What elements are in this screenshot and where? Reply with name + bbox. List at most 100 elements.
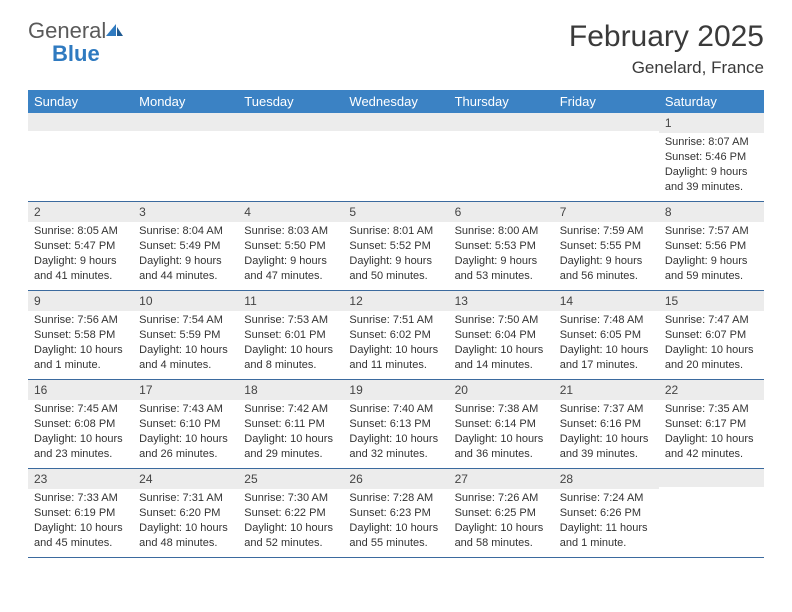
dow-friday: Friday (554, 90, 659, 113)
day-body: Sunrise: 7:57 AMSunset: 5:56 PMDaylight:… (659, 222, 764, 289)
sunset-text: Sunset: 5:52 PM (349, 239, 442, 254)
day-body: Sunrise: 7:59 AMSunset: 5:55 PMDaylight:… (554, 222, 659, 289)
sunrise-text: Sunrise: 8:03 AM (244, 224, 337, 239)
sunset-text: Sunset: 6:10 PM (139, 417, 232, 432)
sunset-text: Sunset: 6:26 PM (560, 506, 653, 521)
sunrise-text: Sunrise: 7:57 AM (665, 224, 758, 239)
day-number: 11 (238, 291, 343, 311)
day-cell: 17Sunrise: 7:43 AMSunset: 6:10 PMDayligh… (133, 380, 238, 468)
sunrise-text: Sunrise: 7:54 AM (139, 313, 232, 328)
day-number: 26 (343, 469, 448, 489)
day-number: 6 (449, 202, 554, 222)
day-number: 22 (659, 380, 764, 400)
day-number: 14 (554, 291, 659, 311)
day-cell: 22Sunrise: 7:35 AMSunset: 6:17 PMDayligh… (659, 380, 764, 468)
sunset-text: Sunset: 6:05 PM (560, 328, 653, 343)
day-body: Sunrise: 7:30 AMSunset: 6:22 PMDaylight:… (238, 489, 343, 556)
day-body: Sunrise: 7:51 AMSunset: 6:02 PMDaylight:… (343, 311, 448, 378)
day-cell: 10Sunrise: 7:54 AMSunset: 5:59 PMDayligh… (133, 291, 238, 379)
day-body: Sunrise: 7:31 AMSunset: 6:20 PMDaylight:… (133, 489, 238, 556)
day-number: 1 (659, 113, 764, 133)
sunrise-text: Sunrise: 7:30 AM (244, 491, 337, 506)
day-cell: 28Sunrise: 7:24 AMSunset: 6:26 PMDayligh… (554, 469, 659, 557)
daylight-text: Daylight: 9 hours and 47 minutes. (244, 254, 337, 284)
day-cell: 25Sunrise: 7:30 AMSunset: 6:22 PMDayligh… (238, 469, 343, 557)
daylight-text: Daylight: 10 hours and 1 minute. (34, 343, 127, 373)
week-row: 1Sunrise: 8:07 AMSunset: 5:46 PMDaylight… (28, 113, 764, 202)
day-number: 16 (28, 380, 133, 400)
sunrise-text: Sunrise: 7:47 AM (665, 313, 758, 328)
day-number: 28 (554, 469, 659, 489)
sunrise-text: Sunrise: 7:40 AM (349, 402, 442, 417)
sunset-text: Sunset: 6:20 PM (139, 506, 232, 521)
sunset-text: Sunset: 5:59 PM (139, 328, 232, 343)
day-body: Sunrise: 7:40 AMSunset: 6:13 PMDaylight:… (343, 400, 448, 467)
day-cell: 9Sunrise: 7:56 AMSunset: 5:58 PMDaylight… (28, 291, 133, 379)
sunset-text: Sunset: 6:01 PM (244, 328, 337, 343)
day-body: Sunrise: 7:42 AMSunset: 6:11 PMDaylight:… (238, 400, 343, 467)
daylight-text: Daylight: 9 hours and 56 minutes. (560, 254, 653, 284)
daylight-text: Daylight: 9 hours and 59 minutes. (665, 254, 758, 284)
day-cell: 23Sunrise: 7:33 AMSunset: 6:19 PMDayligh… (28, 469, 133, 557)
sunset-text: Sunset: 6:17 PM (665, 417, 758, 432)
day-number: 2 (28, 202, 133, 222)
day-body: Sunrise: 7:56 AMSunset: 5:58 PMDaylight:… (28, 311, 133, 378)
day-cell: 12Sunrise: 7:51 AMSunset: 6:02 PMDayligh… (343, 291, 448, 379)
sunrise-text: Sunrise: 7:33 AM (34, 491, 127, 506)
day-cell: 1Sunrise: 8:07 AMSunset: 5:46 PMDaylight… (659, 113, 764, 201)
sunrise-text: Sunrise: 7:43 AM (139, 402, 232, 417)
daylight-text: Daylight: 10 hours and 11 minutes. (349, 343, 442, 373)
day-number: 25 (238, 469, 343, 489)
week-row: 2Sunrise: 8:05 AMSunset: 5:47 PMDaylight… (28, 202, 764, 291)
day-cell (659, 469, 764, 557)
day-number (28, 113, 133, 131)
day-number: 4 (238, 202, 343, 222)
day-body: Sunrise: 7:50 AMSunset: 6:04 PMDaylight:… (449, 311, 554, 378)
day-body: Sunrise: 7:24 AMSunset: 6:26 PMDaylight:… (554, 489, 659, 556)
sunset-text: Sunset: 6:25 PM (455, 506, 548, 521)
sunset-text: Sunset: 6:02 PM (349, 328, 442, 343)
day-number (449, 113, 554, 131)
daylight-text: Daylight: 10 hours and 39 minutes. (560, 432, 653, 462)
daylight-text: Daylight: 10 hours and 32 minutes. (349, 432, 442, 462)
day-cell (343, 113, 448, 201)
weeks-container: 1Sunrise: 8:07 AMSunset: 5:46 PMDaylight… (28, 113, 764, 558)
day-number: 12 (343, 291, 448, 311)
day-cell (28, 113, 133, 201)
sunset-text: Sunset: 6:22 PM (244, 506, 337, 521)
sunset-text: Sunset: 5:58 PM (34, 328, 127, 343)
day-cell: 26Sunrise: 7:28 AMSunset: 6:23 PMDayligh… (343, 469, 448, 557)
sunrise-text: Sunrise: 7:51 AM (349, 313, 442, 328)
sunrise-text: Sunrise: 7:50 AM (455, 313, 548, 328)
day-body: Sunrise: 7:33 AMSunset: 6:19 PMDaylight:… (28, 489, 133, 556)
day-body: Sunrise: 7:35 AMSunset: 6:17 PMDaylight:… (659, 400, 764, 467)
day-body: Sunrise: 8:07 AMSunset: 5:46 PMDaylight:… (659, 133, 764, 200)
day-cell: 19Sunrise: 7:40 AMSunset: 6:13 PMDayligh… (343, 380, 448, 468)
day-number: 9 (28, 291, 133, 311)
dow-tuesday: Tuesday (238, 90, 343, 113)
day-number (238, 113, 343, 131)
day-cell: 5Sunrise: 8:01 AMSunset: 5:52 PMDaylight… (343, 202, 448, 290)
day-number: 24 (133, 469, 238, 489)
day-body: Sunrise: 7:37 AMSunset: 6:16 PMDaylight:… (554, 400, 659, 467)
day-body: Sunrise: 7:45 AMSunset: 6:08 PMDaylight:… (28, 400, 133, 467)
day-number: 8 (659, 202, 764, 222)
daylight-text: Daylight: 11 hours and 1 minute. (560, 521, 653, 551)
week-row: 9Sunrise: 7:56 AMSunset: 5:58 PMDaylight… (28, 291, 764, 380)
sunrise-text: Sunrise: 8:04 AM (139, 224, 232, 239)
day-cell: 18Sunrise: 7:42 AMSunset: 6:11 PMDayligh… (238, 380, 343, 468)
daylight-text: Daylight: 10 hours and 20 minutes. (665, 343, 758, 373)
sunset-text: Sunset: 6:13 PM (349, 417, 442, 432)
daylight-text: Daylight: 10 hours and 42 minutes. (665, 432, 758, 462)
month-title: February 2025 (569, 20, 764, 54)
daylight-text: Daylight: 10 hours and 4 minutes. (139, 343, 232, 373)
day-number: 20 (449, 380, 554, 400)
daylight-text: Daylight: 10 hours and 26 minutes. (139, 432, 232, 462)
daylight-text: Daylight: 9 hours and 50 minutes. (349, 254, 442, 284)
day-cell: 6Sunrise: 8:00 AMSunset: 5:53 PMDaylight… (449, 202, 554, 290)
sail-icon (104, 22, 124, 43)
daylight-text: Daylight: 10 hours and 17 minutes. (560, 343, 653, 373)
sunset-text: Sunset: 5:49 PM (139, 239, 232, 254)
sunset-text: Sunset: 6:08 PM (34, 417, 127, 432)
day-cell: 21Sunrise: 7:37 AMSunset: 6:16 PMDayligh… (554, 380, 659, 468)
